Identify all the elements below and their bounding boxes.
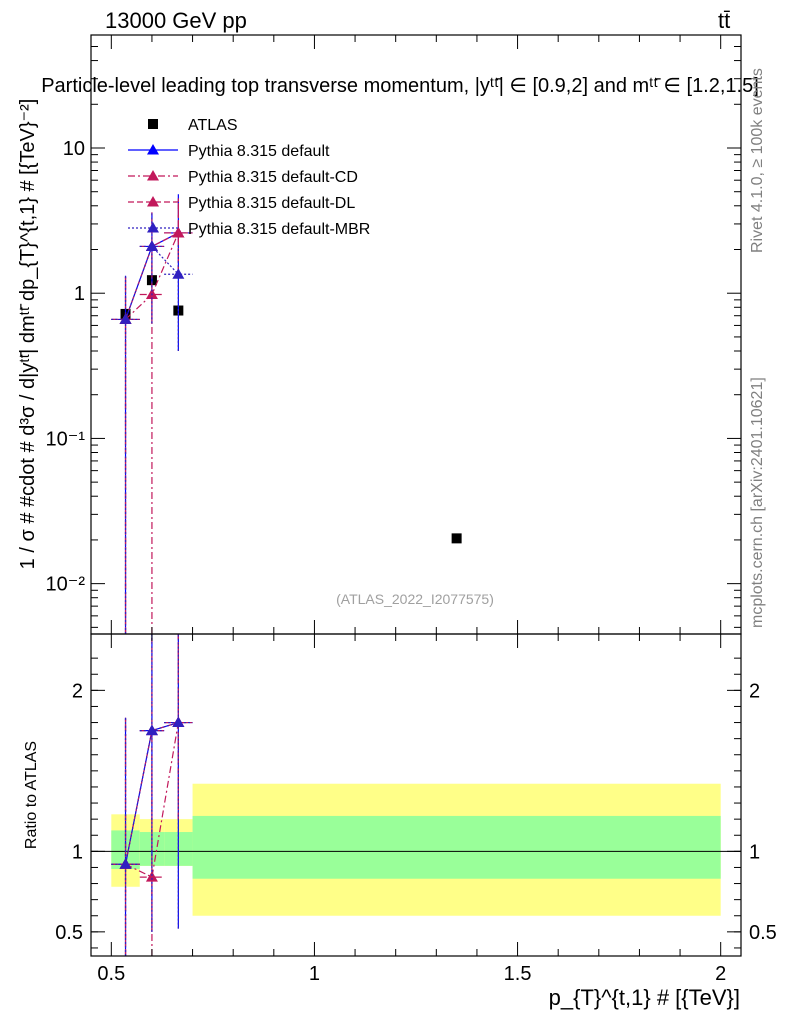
mcplots-label: mcplots.cern.ch [arXiv:2401.10621] [749,377,766,628]
rivet-label: Rivet 4.1.0, ≥ 100k events [749,68,766,253]
main-series-4-marker [145,240,158,251]
legend-marker [147,222,159,233]
plot-title: Particle-level leading top transverse mo… [41,75,759,97]
analysis-watermark: (ATLAS_2022_I2077575) [336,591,494,607]
main-plot-area [111,194,462,634]
legend-label: Pythia 8.315 default-CD [188,169,358,186]
ratio-green-band [192,815,721,879]
legend-label: Pythia 8.315 default [188,143,330,160]
ratio-series-3-marker [172,716,185,728]
main-atlas-point [451,533,462,544]
ratio-y-tick-label: 1 [72,841,83,863]
energy-label: 13000 GeV pp [105,8,247,33]
main-series-4-marker [119,313,132,324]
ratio-y-tick-label-right: 1 [749,841,760,863]
ratio-frame [90,633,742,957]
ratio-y-tick-label: 0.5 [55,922,83,944]
main-series-4-marker [172,268,185,279]
y-tick-label: 1 [74,283,85,305]
ratio-uncertainty-bands [91,783,741,916]
x-tick-label: 1 [309,963,320,985]
main-axes: 10⁻² 10⁻¹ 1 10 [46,35,741,634]
main-series-3-marker [172,226,185,238]
process-label: tt̄ [718,8,730,33]
legend-label: ATLAS [188,117,238,134]
y-tick-label: 10 [63,138,85,160]
legend-label: Pythia 8.315 default-DL [188,195,355,212]
x-axis-label: p_{T}^{t,1} # [{TeV}] [549,985,740,1010]
ratio-y-tick-label-right: 0.5 [749,922,777,944]
x-tick-label: 2 [715,963,726,985]
ratio-axes: 0.5 0.5 1 1 2 2 0.5 1 1.5 2 [55,633,777,985]
x-tick-label: 0.5 [97,963,125,985]
x-tick-label: 1.5 [504,963,532,985]
legend-marker [147,170,159,181]
legend: ATLAS Pythia 8.315 default Pythia 8.315 de… [128,117,370,238]
ratio-y-tick-label: 2 [72,680,83,702]
legend-marker [147,196,159,207]
ratio-series-3-marker [145,724,158,736]
ratio-y-tick-label-right: 2 [749,680,760,702]
legend-marker-atlas [148,119,158,129]
legend-marker [147,144,159,155]
legend-label: Pythia 8.315 default-MBR [188,221,370,238]
y-tick-label: 10⁻¹ [46,428,86,450]
ratio-series-3-marker [119,858,132,869]
main-y-axis-label: 1 / σ # #cdot # d³σ / d|yᵗᵗ̄| dmᵗᵗ̄ dp_{… [17,99,39,570]
ratio-y-axis-label: Ratio to ATLAS [23,741,40,849]
y-tick-label: 10⁻² [46,574,86,596]
ratio-plot-area [111,634,193,956]
